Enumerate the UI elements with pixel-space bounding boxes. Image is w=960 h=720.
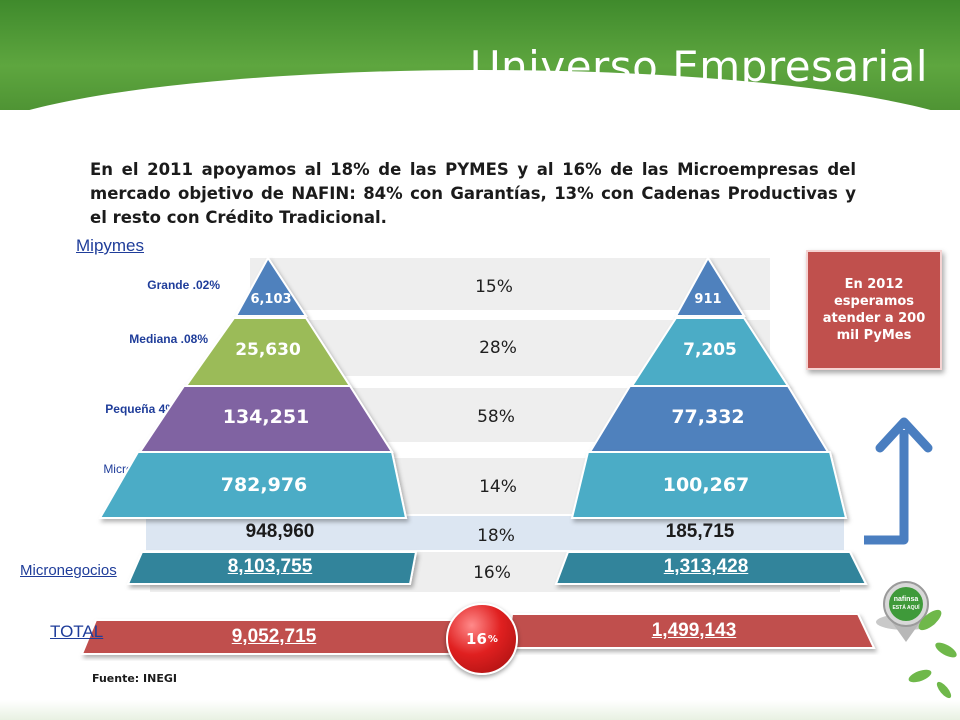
left-micronegocios-bar <box>126 551 418 585</box>
left-mipymes-total: 948,960 <box>245 521 315 542</box>
page-title: Universo Empresarial <box>469 42 928 91</box>
leaves-decoration <box>908 609 957 699</box>
up-arrow-icon <box>864 430 909 545</box>
right-value-mediana: 7,205 <box>683 340 737 360</box>
pct-micro: 14% <box>479 477 517 497</box>
left-value-grande: 6,103 <box>250 292 292 307</box>
left-tier-micro <box>98 451 408 519</box>
intro-paragraph: En el 2011 apoyamos al 18% de las PYMES … <box>90 160 856 227</box>
source-label: Fuente: INEGI <box>92 672 177 685</box>
left-tier-grande <box>234 256 308 317</box>
pct-mediana: 28% <box>479 338 517 358</box>
right-mipymes-total: 185,715 <box>665 521 735 542</box>
total-percentage-badge: 16% <box>446 603 518 675</box>
nafinsa-badge <box>876 581 936 642</box>
total-percentage-sign: % <box>487 633 498 645</box>
right-value-grande: 911 <box>694 292 722 307</box>
left-value-pequena: 134,251 <box>222 406 310 428</box>
right-total-value: 1,499,143 <box>651 620 737 641</box>
mipymes-label[interactable]: Mipymes <box>76 236 145 255</box>
total-label[interactable]: TOTAL <box>50 622 104 641</box>
pct-mipymes-total: 18% <box>477 526 515 546</box>
left-micronegocios-value: 8,103,755 <box>227 556 313 577</box>
forecast-note-text: En 2012 esperamos atender a 200 mil PyMe… <box>822 277 926 343</box>
nafinsa-badge-line1: nafinsa <box>893 596 919 603</box>
right-tier-grande <box>674 256 746 317</box>
micronegocios-label[interactable]: Micronegocios <box>20 562 117 579</box>
pct-grande: 15% <box>475 277 513 297</box>
right-value-pequena: 77,332 <box>671 406 745 428</box>
tier-label-pequena: Pequeña 4% <box>105 402 176 416</box>
band-mipymes-total <box>146 516 844 550</box>
right-micronegocios-bar <box>554 551 868 585</box>
tier-label-mediana: Mediana .08% <box>129 332 208 346</box>
nafinsa-badge-text[interactable]: nafinsa ESTÁ AQUÍ <box>890 596 922 612</box>
left-total-value: 9,052,715 <box>231 626 317 647</box>
left-value-mediana: 25,630 <box>235 340 301 360</box>
pct-micronegocios: 16% <box>473 563 511 583</box>
pct-pequena: 58% <box>477 407 515 427</box>
left-value-micro: 782,976 <box>220 474 308 496</box>
right-micronegocios-value: 1,313,428 <box>663 556 749 577</box>
right-tier-micro <box>570 451 848 519</box>
tier-label-grande: Grande .02% <box>147 278 220 292</box>
nafinsa-badge-line2: ESTÁ AQUÍ <box>892 605 920 611</box>
forecast-note: En 2012 esperamos atender a 200 mil PyMe… <box>806 250 942 370</box>
total-percentage-number: 16 <box>466 630 487 648</box>
right-value-micro: 100,267 <box>662 474 750 496</box>
footer-strip <box>0 700 960 720</box>
